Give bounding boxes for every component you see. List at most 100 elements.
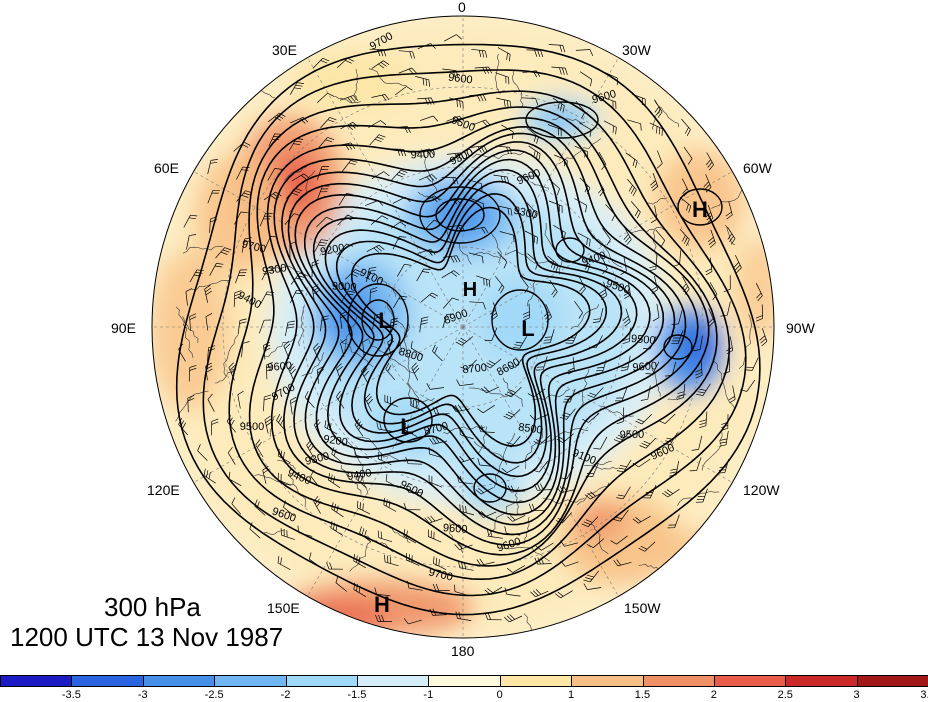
closed-contour-cell bbox=[361, 299, 395, 341]
wind-barb bbox=[497, 205, 513, 216]
wind-barb bbox=[228, 362, 237, 381]
wind-barb bbox=[489, 302, 498, 321]
parallel-circle bbox=[222, 86, 704, 568]
wind-barb bbox=[331, 502, 344, 518]
wind-barb bbox=[524, 175, 542, 183]
wind-barb bbox=[335, 575, 348, 592]
wind-barb bbox=[620, 355, 631, 372]
wind-barb bbox=[455, 611, 472, 621]
colorbar-tick-label: 1 bbox=[568, 689, 575, 701]
contour-value-label: 9700 bbox=[240, 238, 267, 256]
wind-barb bbox=[231, 497, 242, 515]
wind-barb bbox=[188, 364, 197, 382]
contour-value-label: 9600 bbox=[267, 360, 292, 374]
wind-barb bbox=[308, 552, 321, 568]
wind-barb bbox=[183, 214, 198, 228]
wind-barb bbox=[663, 432, 678, 445]
wind-barb bbox=[393, 126, 411, 134]
wind-barb bbox=[528, 145, 541, 161]
wind-barb bbox=[456, 455, 475, 463]
wind-barb bbox=[415, 76, 431, 87]
closed-contour-cell bbox=[347, 283, 409, 357]
wind-barb bbox=[727, 226, 736, 245]
wind-barb bbox=[627, 178, 637, 197]
wind-barb bbox=[507, 485, 526, 493]
wind-barb bbox=[548, 44, 566, 53]
wind-barb bbox=[241, 237, 252, 253]
wind-barb bbox=[532, 460, 549, 473]
wind-barb bbox=[285, 188, 303, 199]
colorbar-tick-label: 1.5 bbox=[634, 689, 651, 701]
colorbar bbox=[0, 675, 928, 689]
wind-barb bbox=[233, 290, 242, 307]
wind-barb bbox=[304, 391, 315, 409]
wind-barb bbox=[340, 121, 359, 130]
wind-barb bbox=[371, 60, 390, 69]
wind-barb bbox=[625, 152, 638, 168]
coastline-segment bbox=[341, 464, 362, 495]
wind-barb bbox=[527, 128, 539, 144]
wind-barb bbox=[508, 356, 525, 368]
wind-barb bbox=[579, 255, 591, 272]
wind-barb bbox=[327, 473, 341, 488]
wind-barb bbox=[241, 341, 250, 358]
wind-barb bbox=[530, 589, 549, 598]
meridian-line bbox=[462, 57, 619, 328]
wind-barb bbox=[504, 587, 521, 597]
wind-barb bbox=[207, 159, 218, 175]
wind-barb bbox=[227, 446, 236, 465]
wind-barb bbox=[601, 256, 608, 275]
coastline-segment bbox=[531, 182, 550, 190]
wind-barb bbox=[579, 177, 591, 195]
wind-barb bbox=[186, 234, 197, 250]
coastline-segment bbox=[387, 302, 407, 352]
wind-barb bbox=[447, 224, 466, 232]
closed-contour-cell bbox=[435, 198, 485, 232]
wind-barb bbox=[620, 257, 627, 276]
wind-barb bbox=[289, 241, 297, 259]
height-contour-line bbox=[228, 90, 731, 581]
colorbar-segment bbox=[356, 675, 430, 687]
wind-barb bbox=[581, 516, 599, 528]
wind-barb bbox=[185, 288, 193, 306]
wind-barb bbox=[277, 556, 291, 571]
coastline-segment bbox=[473, 251, 501, 259]
wind-barb bbox=[398, 67, 417, 75]
wind-barb bbox=[403, 529, 417, 544]
wind-barb bbox=[398, 50, 416, 59]
wind-barb bbox=[368, 120, 387, 128]
wind-barb bbox=[415, 148, 434, 156]
wind-barb bbox=[503, 409, 521, 420]
coastline-segment bbox=[497, 546, 551, 562]
wind-barb bbox=[313, 343, 320, 362]
closed-contour-cell bbox=[525, 101, 599, 139]
anomaly-blob bbox=[430, 193, 490, 237]
wind-barb bbox=[341, 160, 358, 172]
wind-barb bbox=[526, 49, 544, 58]
wind-barb bbox=[429, 608, 447, 616]
wind-barb bbox=[443, 34, 462, 42]
wind-barb bbox=[527, 388, 546, 398]
coastline-segment bbox=[445, 226, 472, 265]
wind-barb bbox=[547, 255, 559, 272]
wind-barb bbox=[442, 297, 460, 309]
wind-barb bbox=[583, 583, 602, 590]
wind-barb bbox=[481, 386, 500, 394]
wind-barb bbox=[705, 257, 713, 276]
pressure-level-title: 300 hPa bbox=[104, 592, 201, 622]
wind-barb bbox=[420, 292, 439, 303]
wind-barb bbox=[721, 414, 729, 431]
coastline-segment bbox=[333, 96, 361, 104]
wind-barb bbox=[655, 229, 666, 247]
wind-barb bbox=[650, 205, 658, 224]
wind-barb bbox=[679, 196, 692, 213]
wind-barb bbox=[205, 312, 213, 331]
wind-barb bbox=[261, 267, 276, 281]
wind-barb bbox=[755, 304, 764, 322]
coastline-segment bbox=[494, 53, 501, 95]
wind-barb bbox=[554, 154, 568, 168]
contour-value-label: 9600 bbox=[632, 360, 657, 374]
wind-barb bbox=[311, 259, 319, 277]
wind-barb bbox=[288, 363, 296, 382]
contour-value-label: 9200 bbox=[319, 242, 345, 258]
